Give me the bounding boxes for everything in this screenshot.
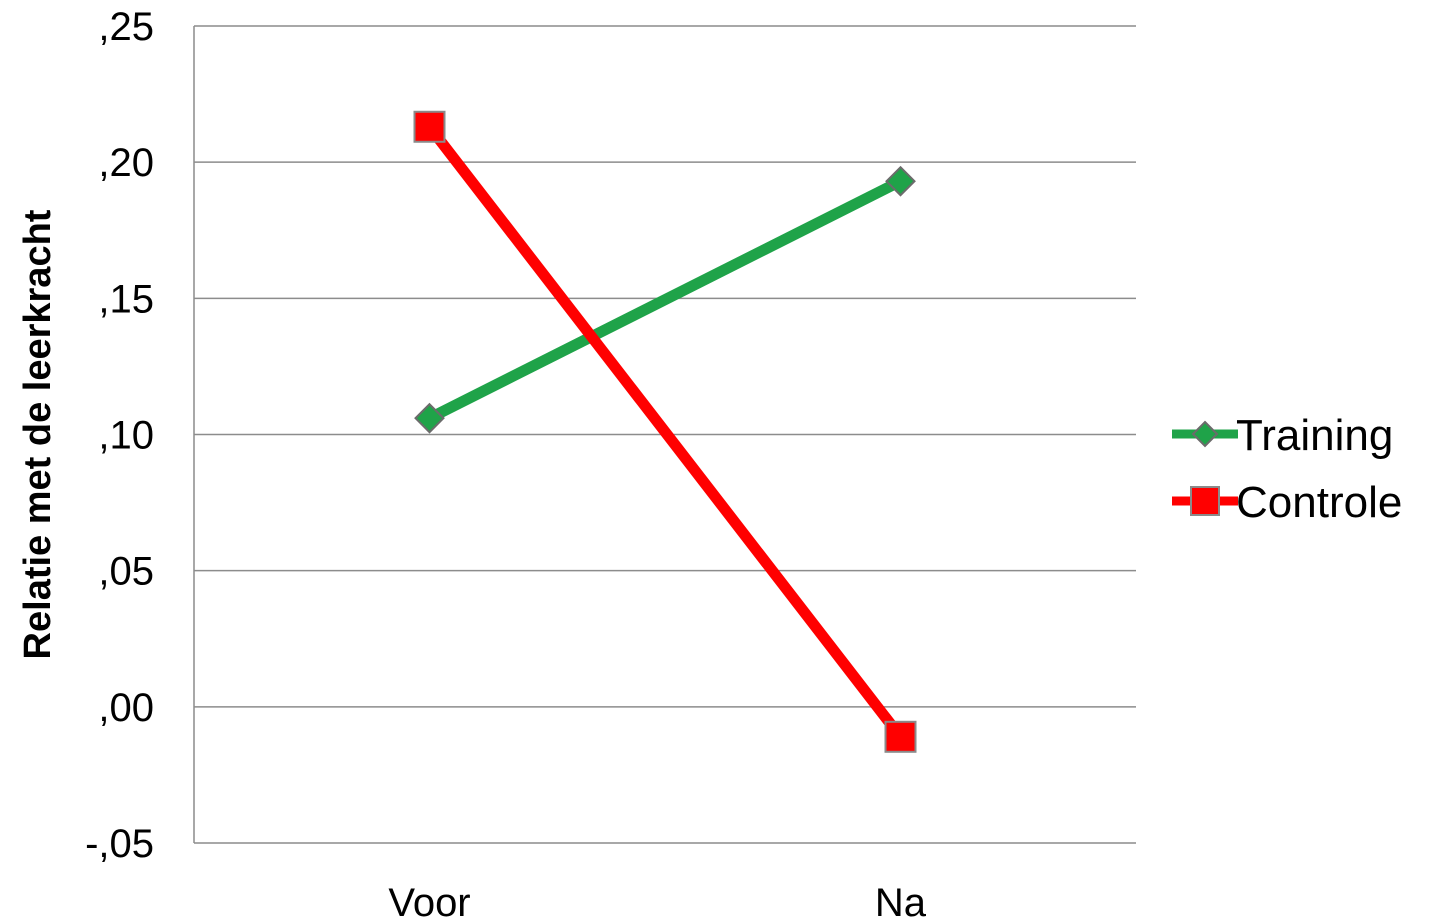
series-line-controle: [425, 123, 905, 741]
y-tick-label: ,25: [98, 5, 154, 49]
legend: Training Controle: [1172, 411, 1402, 527]
legend-marker: [1191, 420, 1219, 448]
legend-marker: [1190, 486, 1220, 516]
y-tick-label: ,00: [98, 686, 154, 730]
y-tick-label: ,10: [98, 414, 154, 458]
x-tick-labels: Voor Na: [388, 881, 926, 924]
series-line-training: [427, 176, 903, 424]
data-point-controle: [413, 110, 446, 143]
legend-label: Controle: [1236, 478, 1402, 527]
x-tick-label: Na: [875, 881, 927, 924]
series-group: [413, 110, 917, 753]
x-tick-label: Voor: [388, 881, 470, 924]
y-tick-label: ,05: [98, 550, 154, 594]
data-point-controle: [884, 720, 917, 753]
y-tick-label: ,15: [98, 277, 154, 321]
data-point-training: [414, 402, 445, 434]
data-point-training: [885, 165, 916, 197]
y-tick-label: ,20: [98, 141, 154, 185]
y-tick-labels: -,05 ,00 ,05 ,10 ,15 ,20 ,25: [85, 5, 154, 866]
y-axis-title: Relatie met de leerkracht: [17, 209, 59, 659]
legend-label: Training: [1236, 411, 1393, 460]
y-tick-label: -,05: [85, 822, 154, 866]
